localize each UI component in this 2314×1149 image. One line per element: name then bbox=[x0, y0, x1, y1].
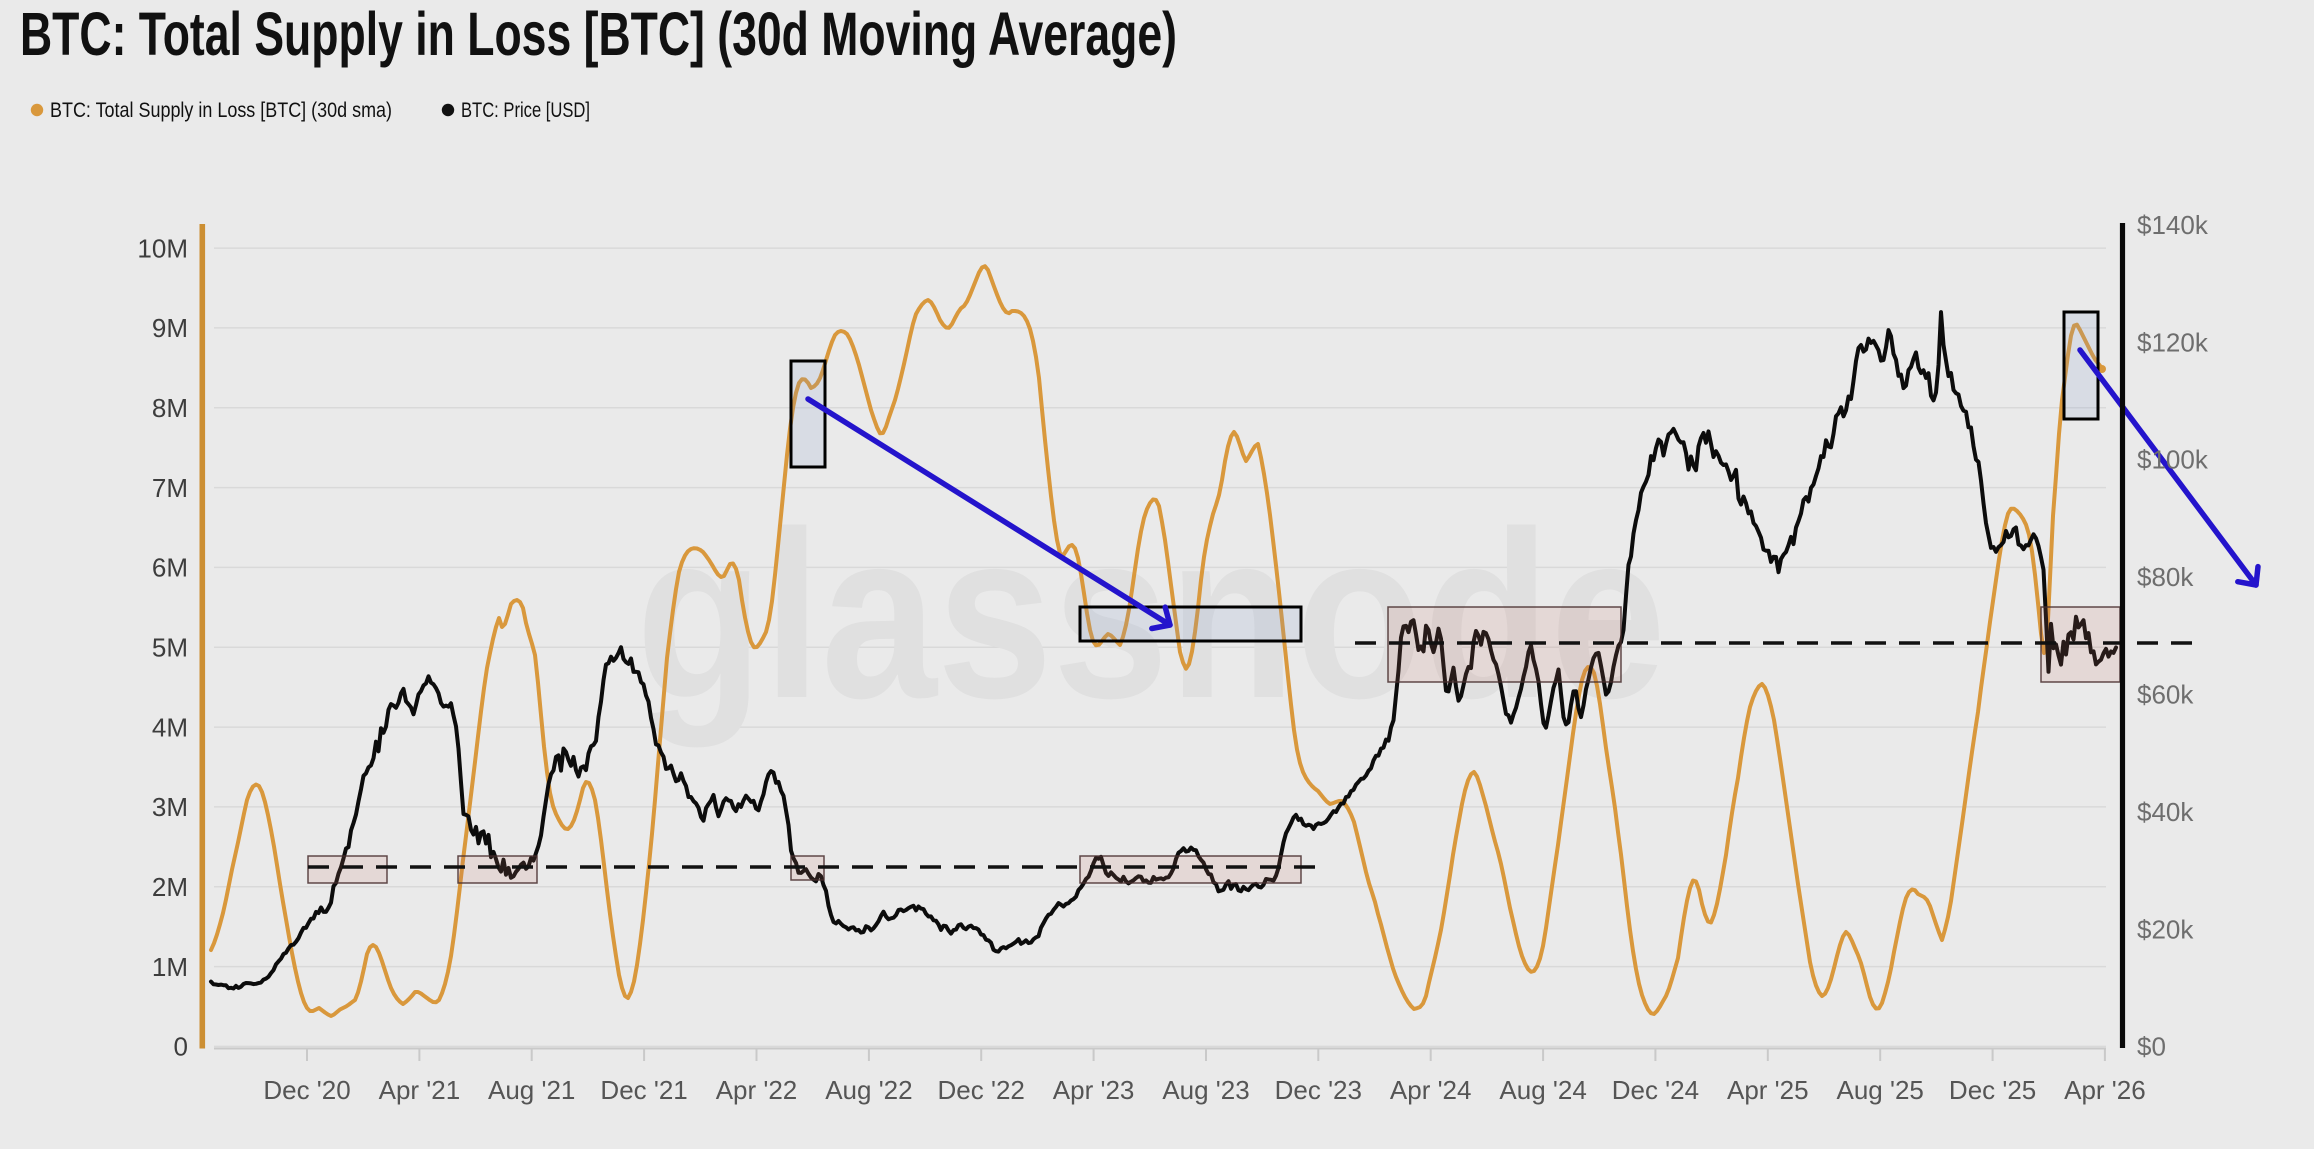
svg-text:Dec '23: Dec '23 bbox=[1275, 1075, 1362, 1105]
svg-text:Aug '25: Aug '25 bbox=[1837, 1075, 1924, 1105]
svg-text:Apr '26: Apr '26 bbox=[2064, 1075, 2146, 1105]
svg-text:Apr '22: Apr '22 bbox=[716, 1075, 798, 1105]
svg-text:$40k: $40k bbox=[2137, 797, 2194, 827]
svg-text:6M: 6M bbox=[152, 553, 188, 583]
svg-text:$0: $0 bbox=[2137, 1032, 2166, 1062]
svg-text:Apr '25: Apr '25 bbox=[1727, 1075, 1809, 1105]
svg-text:Apr '24: Apr '24 bbox=[1390, 1075, 1472, 1105]
svg-text:$80k: $80k bbox=[2137, 562, 2194, 592]
svg-text:BTC: Price [USD]: BTC: Price [USD] bbox=[461, 99, 590, 122]
svg-text:$60k: $60k bbox=[2137, 680, 2194, 710]
svg-text:Aug '21: Aug '21 bbox=[488, 1075, 575, 1105]
svg-text:$100k: $100k bbox=[2137, 445, 2209, 475]
svg-text:Aug '24: Aug '24 bbox=[1499, 1075, 1586, 1105]
svg-text:Aug '23: Aug '23 bbox=[1162, 1075, 1249, 1105]
svg-text:9M: 9M bbox=[152, 313, 188, 343]
svg-text:Dec '22: Dec '22 bbox=[938, 1075, 1025, 1105]
svg-text:8M: 8M bbox=[152, 393, 188, 423]
svg-text:5M: 5M bbox=[152, 633, 188, 663]
svg-text:Apr '21: Apr '21 bbox=[379, 1075, 461, 1105]
svg-text:Dec '25: Dec '25 bbox=[1949, 1075, 2036, 1105]
svg-text:Aug '22: Aug '22 bbox=[825, 1075, 912, 1105]
svg-text:Apr '23: Apr '23 bbox=[1053, 1075, 1135, 1105]
svg-text:BTC: Total Supply in Loss [BTC: BTC: Total Supply in Loss [BTC] (30d sma… bbox=[50, 99, 392, 122]
svg-text:$20k: $20k bbox=[2137, 914, 2194, 944]
svg-text:$120k: $120k bbox=[2137, 327, 2209, 357]
svg-text:1M: 1M bbox=[152, 952, 188, 982]
svg-text:0: 0 bbox=[174, 1032, 188, 1062]
svg-text:4M: 4M bbox=[152, 712, 188, 742]
svg-text:$140k: $140k bbox=[2137, 210, 2209, 240]
svg-text:7M: 7M bbox=[152, 473, 188, 503]
svg-text:10M: 10M bbox=[137, 233, 188, 263]
svg-text:3M: 3M bbox=[152, 792, 188, 822]
svg-text:Dec '24: Dec '24 bbox=[1612, 1075, 1699, 1105]
svg-text:Dec '20: Dec '20 bbox=[263, 1075, 350, 1105]
svg-text:BTC: Total Supply in Loss [BTC: BTC: Total Supply in Loss [BTC] (30d Mov… bbox=[20, 0, 1177, 68]
svg-text:2M: 2M bbox=[152, 872, 188, 902]
svg-text:Dec '21: Dec '21 bbox=[600, 1075, 687, 1105]
